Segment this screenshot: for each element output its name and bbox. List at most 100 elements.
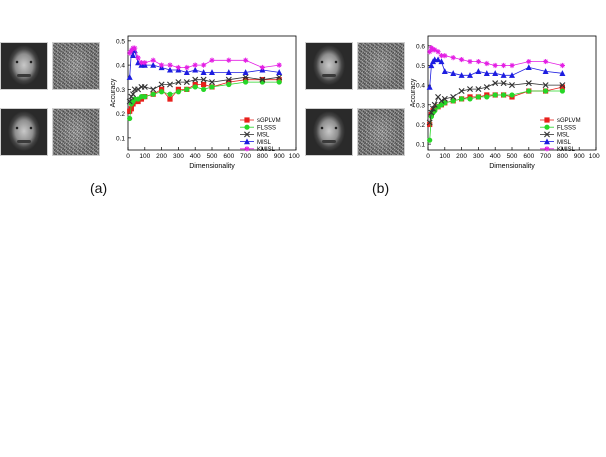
legend-label: MISL [557, 140, 572, 146]
x-tick-label: 900 [274, 153, 285, 160]
data-point-misl [525, 64, 532, 71]
data-point-sgplvm [427, 121, 433, 128]
data-point-flsss [243, 79, 249, 85]
data-point-kmisl [459, 56, 465, 63]
data-point-kmisl [438, 53, 445, 59]
legend-label: FLSSS [557, 125, 576, 131]
data-point-kmisl [135, 55, 141, 61]
data-point-misl [542, 68, 549, 74]
data-point-msl [458, 88, 465, 95]
data-point-msl [158, 81, 165, 88]
x-tick-label: 1000 [589, 153, 600, 160]
face-photo-a-bottom [0, 108, 48, 156]
y-axis-label: Accuracy [110, 78, 117, 107]
data-point-msl [450, 93, 457, 100]
data-point-flsss [276, 79, 282, 85]
x-tick-label: 300 [173, 153, 184, 160]
series-flsss [427, 88, 565, 143]
data-point-msl [492, 80, 499, 87]
data-point-flsss [192, 84, 198, 90]
y-axis-label: Accuracy [410, 78, 417, 107]
x-tick-label: 600 [223, 153, 234, 160]
face-photo-a-top [0, 42, 48, 90]
data-point-kmisl [432, 47, 438, 53]
data-point-flsss [209, 84, 215, 90]
x-tick-label: 300 [473, 153, 484, 160]
x-tick-label: 700 [240, 153, 251, 160]
x-tick-label: 100 [139, 153, 150, 160]
data-point-kmisl [138, 60, 145, 66]
data-point-kmisl [475, 58, 481, 65]
data-point-flsss [492, 92, 498, 98]
data-point-misl [167, 66, 173, 73]
x-tick-label: 0 [126, 153, 130, 160]
data-point-misl [130, 52, 137, 59]
data-point-flsss [543, 88, 549, 94]
data-point-kmisl [427, 49, 433, 55]
data-point-msl [183, 79, 190, 86]
data-point-msl [126, 98, 133, 105]
data-point-kmisl [450, 55, 456, 61]
data-point-msl [242, 74, 249, 81]
data-point-misl [483, 70, 490, 76]
x-tick-label: 700 [540, 153, 551, 160]
legend-label: KMISL [557, 147, 576, 153]
data-point-kmisl [167, 62, 173, 68]
data-point-msl [175, 79, 182, 86]
legend-marker [244, 146, 250, 152]
y-tick-label: 0.4 [416, 83, 425, 90]
data-point-kmisl [276, 62, 282, 68]
data-point-misl [500, 72, 507, 78]
data-point-misl [126, 74, 133, 80]
data-point-flsss [184, 86, 190, 92]
data-point-flsss [150, 91, 156, 97]
legend-label: MSL [257, 133, 270, 139]
x-tick-label: 100 [439, 153, 450, 160]
series-msl [126, 74, 283, 105]
data-point-misl [209, 69, 215, 75]
data-point-msl [559, 82, 566, 89]
data-point-msl [438, 97, 445, 104]
legend-label: KMISL [257, 147, 276, 153]
data-point-msl [500, 80, 507, 87]
data-point-msl [509, 82, 515, 89]
data-point-flsss [484, 94, 490, 100]
panel-label-b: (b) [372, 180, 390, 196]
data-point-kmisl [201, 62, 207, 68]
data-point-misl [135, 59, 142, 66]
legend-marker [544, 124, 550, 130]
data-point-kmisl [501, 62, 507, 69]
data-point-flsss [509, 92, 515, 98]
data-point-sgplvm [167, 96, 173, 102]
data-point-kmisl [192, 62, 198, 68]
data-point-msl [441, 95, 448, 102]
data-point-misl [242, 69, 249, 75]
legend-marker [544, 117, 550, 123]
x-tick-label: 200 [156, 153, 167, 160]
data-point-flsss [175, 89, 181, 95]
data-point-msl [209, 79, 215, 86]
face-photo-b-top [305, 42, 353, 90]
series-line-msl [429, 82, 563, 123]
legend-marker [244, 117, 250, 123]
data-point-flsss [167, 91, 173, 97]
data-point-kmisl [435, 49, 441, 55]
data-point-flsss [226, 81, 232, 88]
legend-label: sGPLVM [557, 118, 581, 124]
data-point-misl [438, 58, 445, 65]
series-kmisl [127, 45, 282, 71]
data-point-misl [559, 70, 566, 76]
data-point-msl [150, 86, 157, 93]
y-tick-label: 0.6 [416, 43, 425, 50]
data-point-msl [475, 86, 482, 93]
data-point-kmisl [175, 64, 181, 71]
data-point-misl [183, 69, 190, 75]
legend-label: MSL [557, 133, 570, 139]
data-point-flsss [201, 86, 207, 92]
data-point-flsss [559, 88, 565, 94]
data-point-msl [167, 81, 173, 88]
data-point-flsss [427, 137, 433, 143]
face-reconstruction-b-bottom [357, 108, 405, 156]
y-tick-label: 0.5 [416, 63, 425, 70]
